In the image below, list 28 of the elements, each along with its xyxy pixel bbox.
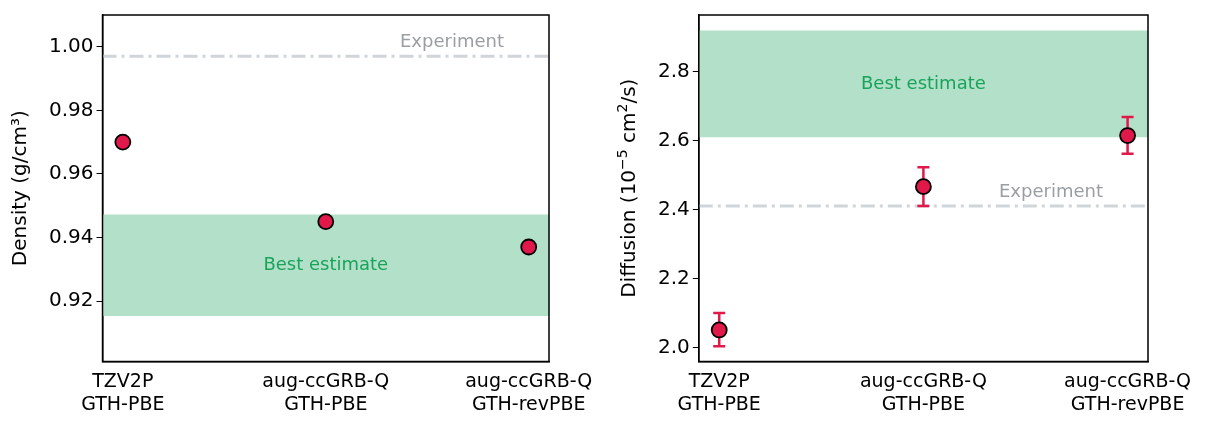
x-tick-label: TZV2P GTH-PBE [81,368,165,414]
y-axis-title: Density (g/cm³) [7,110,31,267]
point [710,321,728,339]
band-label: Best estimate [263,252,389,274]
y-tick-label: 2.4 [657,195,690,220]
point [317,213,335,230]
x-tick-label: aug-ccGRB-Q GTH-PBE [859,368,987,414]
y-tick-label: 0.96 [49,160,94,185]
x-tick-label: aug-ccGRB-Q GTH-PBE [262,368,390,414]
y-tick-label: 0.94 [49,223,94,248]
ref-line-label: Experiment [399,29,504,51]
x-tick-label: TZV2P GTH-PBE [677,368,761,414]
band-label: Best estimate [861,71,986,93]
ref-line-label: Experiment [998,179,1103,201]
y-tick-label: 0.92 [49,287,94,312]
point [114,133,132,151]
y-axis-title: Diffusion (10−5 cm2/s) [614,78,640,298]
x-tick-label: aug-ccGRB-Q GTH-revPBE [465,368,593,414]
point [1119,127,1136,144]
y-tick-label: 2.0 [657,334,690,359]
y-tick-label: 2.8 [657,57,690,82]
y-tick-label: 1.00 [49,32,94,57]
y-tick-label: 2.6 [657,126,690,151]
y-tick-label: 0.98 [49,96,94,121]
y-tick-label: 2.2 [657,265,690,290]
point [915,178,932,196]
x-tick-label: aug-ccGRB-Q GTH-revPBE [1064,368,1192,414]
point [520,238,538,256]
